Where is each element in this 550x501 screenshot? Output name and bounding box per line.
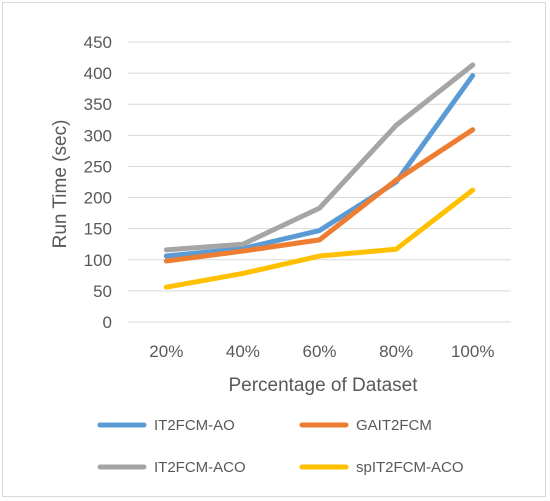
y-tick-label: 50 [93, 282, 112, 301]
y-tick-label: 200 [84, 189, 112, 208]
y-tick-label: 250 [84, 157, 112, 176]
legend-label: IT2FCM-AO [154, 417, 235, 434]
legend-label: spIT2FCM-ACO [356, 459, 464, 476]
y-tick-label: 400 [84, 64, 112, 83]
x-tick-label: 20% [149, 342, 183, 361]
y-tick-label: 100 [84, 251, 112, 270]
chart-frame [2, 2, 546, 497]
x-tick-label: 60% [302, 342, 336, 361]
y-tick-label: 150 [84, 220, 112, 239]
series-line-0 [163, 73, 476, 259]
y-axis-title: Run Time (sec) [50, 120, 71, 249]
series-line-2 [163, 62, 476, 253]
x-tick-label: 80% [379, 342, 413, 361]
legend-label: IT2FCM-ACO [154, 459, 246, 476]
x-tick-labels: 20% 40% 60% 80% 100% [149, 342, 494, 361]
series-lines [163, 62, 476, 290]
series-line-3 [163, 187, 476, 290]
y-tick-label: 0 [103, 313, 112, 332]
x-tick-label: 40% [226, 342, 260, 361]
y-tick-label: 300 [84, 126, 112, 145]
gridlines [128, 41, 511, 323]
x-tick-label: 100% [451, 342, 494, 361]
y-tick-labels: 0 50 100 150 200 250 300 350 400 450 [84, 33, 112, 332]
legend: IT2FCM-AO GAIT2FCM IT2FCM-ACO spIT2FCM-ACO [97, 417, 464, 476]
x-axis-title: Percentage of Dataset [228, 375, 418, 396]
y-tick-label: 450 [84, 33, 112, 52]
y-tick-label: 350 [84, 95, 112, 114]
legend-label: GAIT2FCM [356, 417, 432, 434]
series-line-1 [163, 127, 476, 264]
